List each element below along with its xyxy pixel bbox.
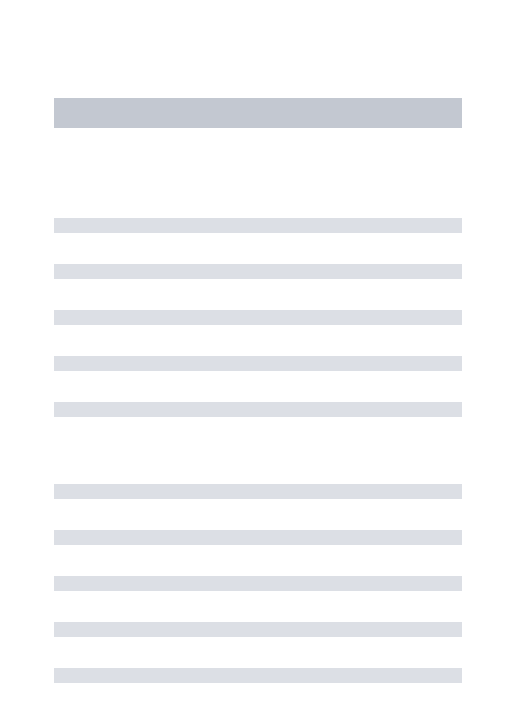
skeleton-line (54, 622, 462, 637)
skeleton-line (54, 218, 462, 233)
skeleton-container (0, 0, 516, 713)
skeleton-line (54, 530, 462, 545)
skeleton-line (54, 402, 462, 417)
skeleton-header-bar (54, 98, 462, 128)
skeleton-line (54, 310, 462, 325)
skeleton-line (54, 356, 462, 371)
skeleton-line (54, 264, 462, 279)
skeleton-line (54, 576, 462, 591)
skeleton-line (54, 668, 462, 683)
skeleton-line (54, 484, 462, 499)
